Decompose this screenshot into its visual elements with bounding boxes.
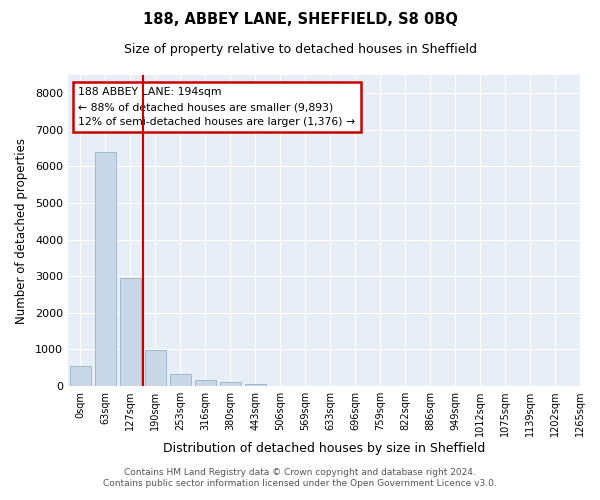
- Y-axis label: Number of detached properties: Number of detached properties: [15, 138, 28, 324]
- Bar: [145, 350, 166, 386]
- Text: 188, ABBEY LANE, SHEFFIELD, S8 0BQ: 188, ABBEY LANE, SHEFFIELD, S8 0BQ: [143, 12, 457, 28]
- Bar: [95, 152, 116, 386]
- Text: Contains HM Land Registry data © Crown copyright and database right 2024.
Contai: Contains HM Land Registry data © Crown c…: [103, 468, 497, 487]
- Bar: [220, 382, 241, 386]
- Bar: [120, 278, 141, 386]
- Bar: [194, 380, 216, 386]
- Bar: [245, 384, 266, 386]
- Text: Size of property relative to detached houses in Sheffield: Size of property relative to detached ho…: [124, 42, 476, 56]
- Bar: [170, 374, 191, 386]
- Bar: [70, 366, 91, 386]
- Text: 188 ABBEY LANE: 194sqm
← 88% of detached houses are smaller (9,893)
12% of semi-: 188 ABBEY LANE: 194sqm ← 88% of detached…: [78, 88, 355, 127]
- X-axis label: Distribution of detached houses by size in Sheffield: Distribution of detached houses by size …: [163, 442, 485, 455]
